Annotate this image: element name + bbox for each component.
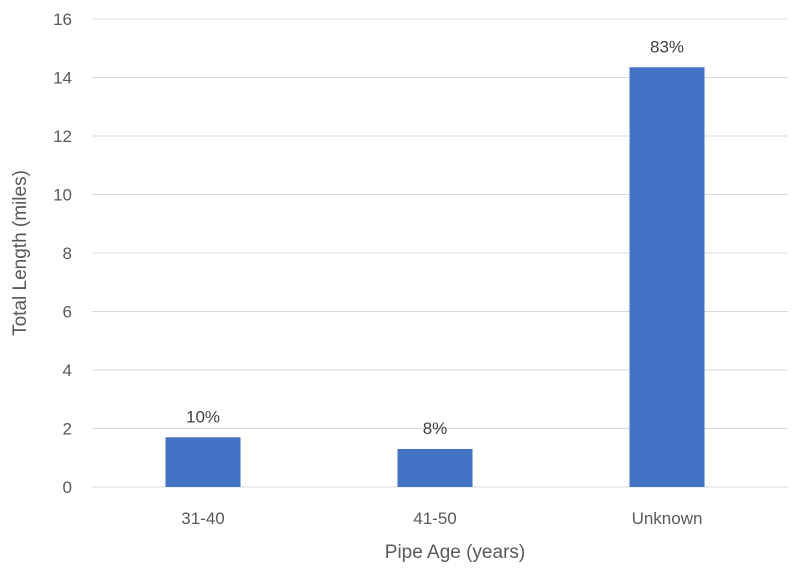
y-tick-label: 0 [63,478,72,497]
y-tick-label: 6 [63,303,72,322]
bar [629,67,705,487]
y-tick-label: 14 [53,69,72,88]
x-tick-label: 31-40 [181,509,224,528]
y-tick-label: 10 [53,186,72,205]
data-label: 10% [186,407,220,426]
bars [165,67,705,487]
data-label: 8% [423,419,448,438]
x-tick-label: Unknown [632,509,703,528]
y-tick-label: 2 [63,420,72,439]
x-tick-label: 41-50 [413,509,456,528]
y-axis-title: Total Length (miles) [10,170,31,336]
x-tick-labels: 31-40 41-50 Unknown [181,509,702,528]
y-tick-label: 8 [63,244,72,263]
y-tick-label: 16 [53,10,72,29]
y-tick-label: 12 [53,127,72,146]
data-labels: 10% 8% 83% [186,37,684,438]
x-axis-title: Pipe Age (years) [385,542,525,563]
bar [397,448,473,487]
y-tick-labels: 0 2 4 6 8 10 12 14 16 [53,10,72,497]
gridlines [92,18,788,488]
bar [165,437,241,487]
y-tick-label: 4 [63,361,72,380]
data-label: 83% [650,37,684,56]
